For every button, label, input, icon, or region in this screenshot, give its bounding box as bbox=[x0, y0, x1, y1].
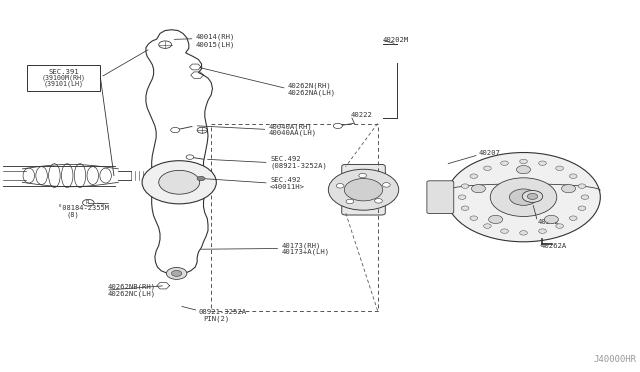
Text: (39100M(RH): (39100M(RH) bbox=[42, 74, 85, 81]
Text: 40262NA(LH): 40262NA(LH) bbox=[288, 89, 336, 96]
FancyBboxPatch shape bbox=[427, 181, 454, 214]
FancyBboxPatch shape bbox=[342, 164, 385, 215]
Circle shape bbox=[470, 174, 477, 179]
Circle shape bbox=[570, 216, 577, 220]
Circle shape bbox=[490, 178, 557, 217]
Circle shape bbox=[161, 194, 170, 199]
Text: 40173(RH): 40173(RH) bbox=[282, 242, 321, 249]
Circle shape bbox=[578, 184, 586, 188]
Circle shape bbox=[578, 206, 586, 211]
Circle shape bbox=[470, 216, 477, 220]
Circle shape bbox=[328, 169, 399, 210]
Circle shape bbox=[520, 159, 527, 164]
Circle shape bbox=[333, 123, 342, 128]
Text: R: R bbox=[85, 200, 89, 205]
Circle shape bbox=[458, 195, 466, 199]
Circle shape bbox=[556, 166, 563, 170]
Circle shape bbox=[166, 267, 187, 279]
Text: (39101(LH): (39101(LH) bbox=[44, 80, 83, 87]
Text: 40262NC(LH): 40262NC(LH) bbox=[108, 291, 156, 297]
Circle shape bbox=[336, 184, 344, 188]
Circle shape bbox=[539, 229, 547, 233]
Circle shape bbox=[520, 231, 527, 235]
Circle shape bbox=[556, 224, 563, 228]
Text: (08921-3252A): (08921-3252A) bbox=[270, 163, 327, 169]
Circle shape bbox=[500, 229, 508, 233]
Circle shape bbox=[522, 190, 543, 202]
Bar bbox=[27, 65, 100, 91]
Circle shape bbox=[447, 153, 600, 242]
Text: 40207: 40207 bbox=[479, 150, 500, 155]
Text: 08921-3252A: 08921-3252A bbox=[198, 309, 246, 315]
Text: 40014(RH): 40014(RH) bbox=[195, 34, 235, 41]
Text: SEC.492: SEC.492 bbox=[270, 177, 301, 183]
Text: SEC.492: SEC.492 bbox=[270, 156, 301, 162]
Text: 40040A(RH): 40040A(RH) bbox=[269, 123, 312, 130]
Circle shape bbox=[461, 184, 469, 188]
Circle shape bbox=[189, 166, 198, 171]
Text: PIN(2): PIN(2) bbox=[204, 315, 230, 322]
Text: 40262NB(RH): 40262NB(RH) bbox=[108, 284, 156, 291]
Bar bbox=[211, 124, 378, 311]
Text: 40222: 40222 bbox=[351, 112, 372, 118]
Text: J40000HR: J40000HR bbox=[594, 355, 637, 364]
Text: 40015(LH): 40015(LH) bbox=[195, 41, 235, 48]
Text: (8): (8) bbox=[67, 211, 79, 218]
Circle shape bbox=[197, 176, 205, 181]
Text: 40173+A(LH): 40173+A(LH) bbox=[282, 249, 330, 256]
Text: 40202M: 40202M bbox=[383, 37, 409, 43]
Text: 40262: 40262 bbox=[538, 219, 559, 225]
Circle shape bbox=[581, 195, 589, 199]
Circle shape bbox=[159, 170, 200, 194]
Text: <40011H>: <40011H> bbox=[270, 184, 305, 190]
Circle shape bbox=[561, 185, 575, 193]
Circle shape bbox=[142, 161, 216, 204]
Circle shape bbox=[570, 174, 577, 179]
Text: 40262A: 40262A bbox=[541, 243, 567, 249]
Circle shape bbox=[383, 183, 390, 187]
Circle shape bbox=[500, 161, 508, 166]
Circle shape bbox=[472, 185, 486, 193]
Circle shape bbox=[516, 166, 531, 174]
Circle shape bbox=[186, 155, 194, 159]
Circle shape bbox=[172, 270, 182, 276]
Circle shape bbox=[199, 188, 208, 193]
Circle shape bbox=[484, 166, 492, 170]
Circle shape bbox=[489, 215, 503, 224]
Circle shape bbox=[544, 215, 558, 224]
Circle shape bbox=[171, 128, 180, 133]
Circle shape bbox=[346, 199, 354, 204]
Text: °08184-2355M: °08184-2355M bbox=[58, 205, 109, 211]
Circle shape bbox=[484, 224, 492, 228]
Circle shape bbox=[359, 173, 367, 178]
Text: 40262N(RH): 40262N(RH) bbox=[288, 82, 332, 89]
Circle shape bbox=[509, 189, 538, 205]
Circle shape bbox=[150, 171, 159, 177]
Circle shape bbox=[344, 179, 383, 201]
Text: 40040AA(LH): 40040AA(LH) bbox=[269, 130, 317, 137]
Circle shape bbox=[374, 199, 382, 203]
Circle shape bbox=[539, 161, 547, 166]
Circle shape bbox=[461, 206, 469, 211]
Text: SEC.391: SEC.391 bbox=[48, 69, 79, 75]
Circle shape bbox=[527, 193, 538, 199]
